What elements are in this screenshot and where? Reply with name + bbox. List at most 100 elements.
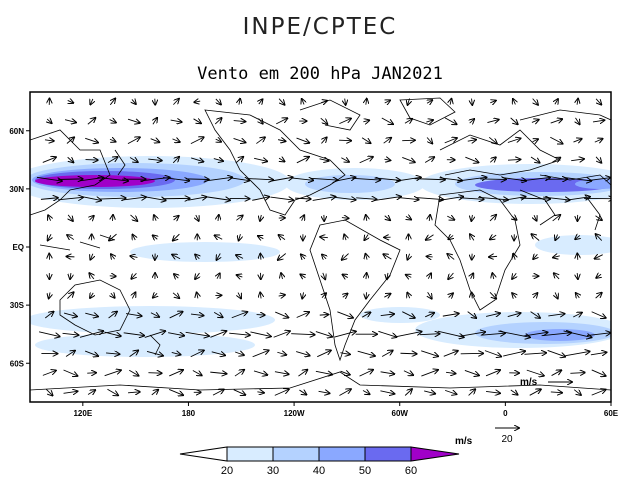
wind-vector [383, 254, 392, 260]
wind-vector [575, 235, 580, 239]
wind-vector [460, 198, 484, 199]
wind-vector [258, 236, 263, 239]
wind-vector [248, 179, 273, 180]
wind-vector [274, 372, 289, 375]
wind-vector [395, 332, 422, 338]
wind-vector [150, 139, 160, 143]
wind-vector [472, 292, 473, 299]
wind-vector [352, 178, 380, 180]
wind-vector [42, 370, 56, 376]
wind-vector [381, 351, 393, 357]
wind-vector [38, 331, 60, 337]
wind-vector [238, 292, 241, 299]
colorbar-segment-2 [272, 446, 320, 462]
wind-vector [555, 292, 558, 298]
wind-vector [478, 197, 508, 200]
wind-vector [444, 390, 456, 394]
wind-vector [534, 215, 537, 220]
wind-vector [520, 198, 551, 199]
wind-vector [361, 312, 370, 318]
wind-vector [236, 216, 242, 221]
wind-vector [233, 389, 246, 395]
wind-vector [448, 235, 453, 239]
wind-vector [384, 294, 390, 298]
wind-vector [210, 372, 226, 374]
colorbar-label: 60 [405, 465, 417, 477]
wind-vector [236, 255, 244, 258]
colorbar-label: 20 [221, 465, 233, 477]
wind-vector [592, 120, 604, 122]
wind-vector [406, 275, 411, 278]
wind-vector [45, 388, 52, 395]
units-label: m/s [455, 436, 473, 447]
wind-vector [40, 198, 58, 200]
wind-vector [512, 272, 516, 279]
wind-vector [573, 139, 581, 142]
wind-vector [447, 254, 455, 260]
wind-vector [171, 352, 181, 354]
wind-vector [403, 371, 413, 375]
wind-vector [571, 159, 584, 161]
wind-vector [343, 275, 348, 278]
wind-vector [130, 214, 137, 221]
wind-vector [398, 198, 418, 200]
coastlines [30, 97, 611, 391]
wind-vector [130, 256, 138, 257]
wind-vector [67, 235, 75, 240]
wind-vector [472, 98, 473, 105]
wind-vector [406, 216, 411, 219]
wind-vector [587, 178, 610, 181]
wind-vector [381, 117, 393, 124]
wind-vector [89, 216, 93, 220]
wind-vector [555, 235, 557, 241]
wind-vector [489, 157, 496, 162]
wind-vector [530, 311, 540, 318]
inner-units-label: m/s [520, 377, 538, 388]
wind-vector [273, 331, 290, 338]
colorbar-segment-3 [318, 446, 366, 462]
wind-vector [424, 157, 434, 163]
wind-vector [512, 293, 516, 297]
wind-vector [217, 273, 220, 278]
wind-vector [79, 178, 103, 181]
wind-vector [507, 138, 521, 143]
wind-vector [321, 137, 326, 144]
wind-vector [380, 372, 395, 374]
wind-vector [123, 333, 144, 336]
wind-vector [218, 215, 219, 221]
map-subtitle: Vento em 200 hPa JAN2021 [197, 64, 443, 84]
wind-vector [193, 119, 201, 123]
wind-vector [64, 120, 76, 123]
wind-vector [467, 140, 476, 141]
wind-vector [126, 314, 142, 316]
wind-vector [197, 293, 198, 299]
x-tick-label: 60E [604, 409, 619, 418]
wind-vector [550, 136, 562, 143]
wind-vector [426, 234, 434, 240]
wind-vector [129, 158, 138, 163]
wind-vector [366, 99, 367, 105]
wind-vector [191, 158, 203, 162]
wind-vector [464, 369, 479, 375]
wind-vector [555, 99, 558, 104]
wind-vector [212, 389, 224, 396]
wind-vector [428, 291, 432, 298]
wind-vector [416, 198, 443, 200]
wind-vector [63, 391, 78, 393]
wind-vector [235, 352, 244, 355]
wind-vector [596, 234, 603, 241]
wind-vector [173, 233, 180, 240]
wind-vector [235, 157, 243, 164]
y-tick-label: 30S [10, 301, 25, 310]
wind-vector [67, 157, 74, 162]
wind-vector [384, 159, 390, 160]
wind-vector [174, 216, 179, 220]
wind-vector [237, 275, 243, 277]
wind-vector [553, 256, 560, 258]
wind-vector [387, 272, 388, 279]
wind-vector [295, 198, 311, 199]
wind-vector [486, 391, 500, 393]
header-title: INPE/CPTEC [242, 14, 398, 40]
wind-vector [278, 253, 287, 259]
wind-vector [216, 253, 220, 259]
